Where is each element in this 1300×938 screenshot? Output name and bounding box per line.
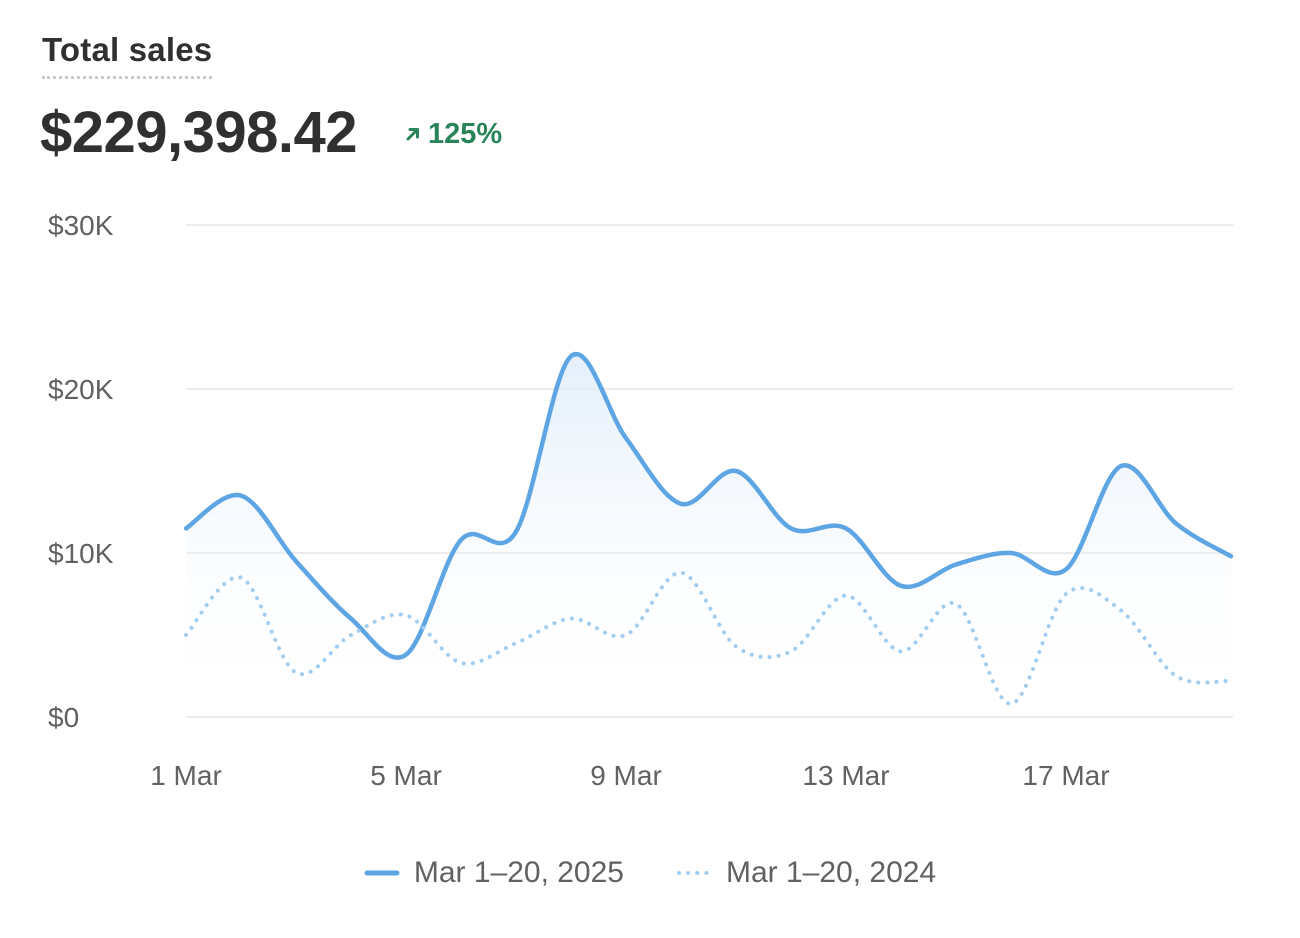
y-tick-label: $20K [48, 374, 114, 405]
legend-label-previous: Mar 1–20, 2024 [726, 856, 937, 889]
legend-label-current: Mar 1–20, 2025 [413, 856, 624, 889]
y-tick-label: $30K [48, 210, 114, 241]
series-area-current [186, 354, 1231, 717]
sales-line-chart[interactable]: $0 $10K $20K $30K 1 Mar 5 Mar 9 Mar 13 Mar 17 Ma… [0, 190, 1300, 830]
change-badge: 125% [404, 116, 502, 152]
dotted-line-swatch-icon [677, 871, 711, 875]
arrow-up-right-icon [406, 128, 419, 141]
x-tick-label: 17 Mar [1022, 760, 1109, 791]
series-line-current [183, 351, 1234, 660]
y-tick-label: $0 [48, 702, 79, 733]
x-tick-label: 9 Mar [590, 760, 662, 791]
metric-title[interactable]: Total sales [42, 30, 213, 79]
series-line-previous [184, 570, 1233, 706]
legend-item-previous[interactable]: Mar 1–20, 2024 [676, 856, 936, 890]
x-tick-label: 1 Mar [150, 760, 222, 791]
y-tick-label: $10K [48, 538, 114, 569]
x-tick-label: 5 Mar [370, 760, 442, 791]
chart-legend: Mar 1–20, 2025 Mar 1–20, 2024 [0, 856, 1300, 890]
metric-value: $229,398.42 [40, 100, 358, 165]
x-tick-label: 13 Mar [802, 760, 889, 791]
solid-line-swatch-icon [364, 870, 400, 876]
change-percent: 125% [428, 118, 503, 150]
legend-item-current[interactable]: Mar 1–20, 2025 [364, 856, 624, 890]
